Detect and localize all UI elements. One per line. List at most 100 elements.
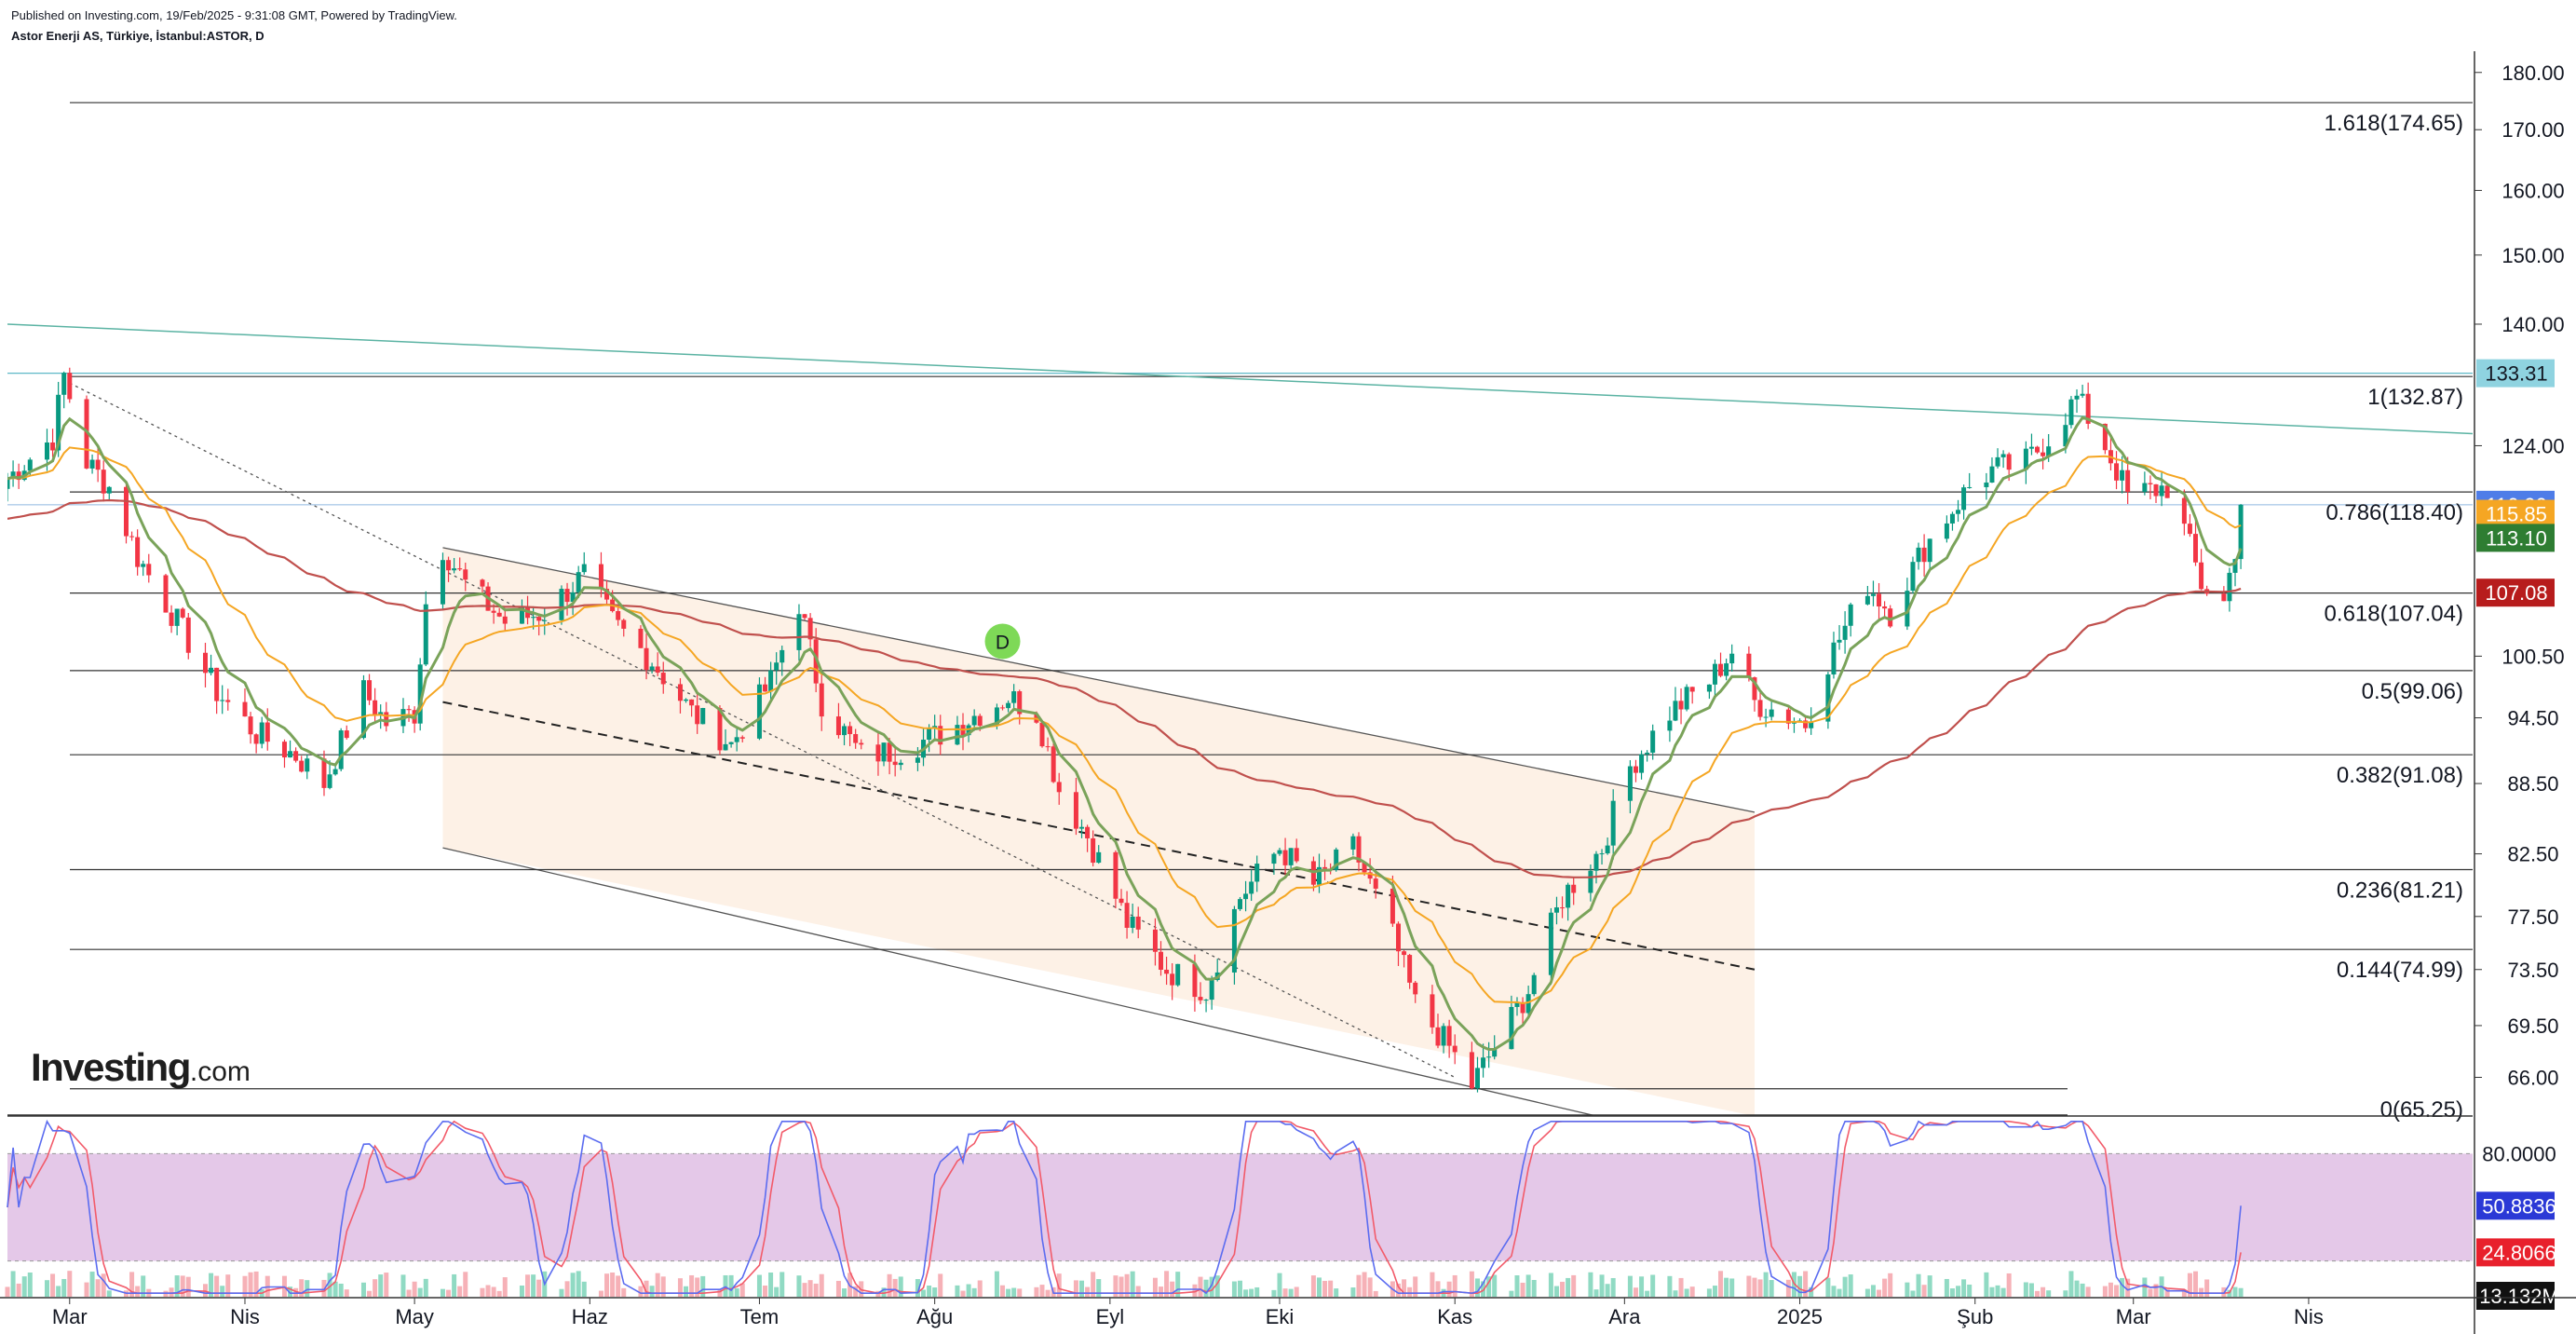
volume-bar bbox=[1509, 1290, 1514, 1297]
stoch-axis-label: 50.8836 bbox=[2482, 1194, 2556, 1218]
volume-bar bbox=[576, 1271, 581, 1297]
candle-body bbox=[655, 666, 660, 674]
volume-bar bbox=[2125, 1278, 2131, 1297]
volume-bar bbox=[332, 1281, 338, 1297]
candle-body bbox=[1350, 836, 1356, 850]
volume-bar bbox=[938, 1273, 943, 1297]
volume-bar bbox=[1288, 1288, 1294, 1297]
ema-slow-line bbox=[7, 498, 2242, 878]
candle-body bbox=[129, 536, 135, 538]
candle-body bbox=[1446, 1026, 1452, 1046]
candle-body bbox=[559, 589, 564, 620]
volume-bar bbox=[1984, 1272, 1989, 1297]
volume-bar bbox=[1837, 1288, 1842, 1297]
volume-bar bbox=[621, 1287, 627, 1297]
published-note: Published on Investing.com, 19/Feb/2025 … bbox=[11, 8, 457, 22]
candle-body bbox=[1848, 604, 1853, 626]
volume-bar bbox=[638, 1286, 644, 1297]
candle-body bbox=[440, 560, 445, 605]
volume-bar bbox=[174, 1275, 180, 1297]
volume-bar bbox=[248, 1272, 253, 1297]
candle-body bbox=[1402, 951, 1407, 956]
volume-bar bbox=[2006, 1273, 2012, 1297]
volume-bar bbox=[881, 1287, 887, 1297]
volume-bar bbox=[61, 1278, 67, 1297]
candle-body bbox=[1000, 707, 1006, 709]
candle-body bbox=[1803, 720, 1809, 728]
candle-body bbox=[2159, 485, 2164, 497]
volume-bar bbox=[1413, 1276, 1418, 1297]
candle-body bbox=[2040, 452, 2046, 456]
volume-bar bbox=[2040, 1286, 2046, 1297]
volume-bar bbox=[1407, 1286, 1413, 1297]
volume-bar bbox=[1548, 1273, 1553, 1297]
volume-bar bbox=[1294, 1286, 1299, 1297]
candle-body bbox=[660, 673, 666, 685]
candle-body bbox=[288, 751, 293, 758]
volume-bar bbox=[2108, 1282, 2113, 1297]
volume-bar bbox=[169, 1287, 174, 1297]
candle-body bbox=[1124, 903, 1130, 928]
candle-body bbox=[27, 459, 33, 471]
volume-bar bbox=[1553, 1286, 1559, 1297]
y-tick-label: 170.00 bbox=[2501, 118, 2564, 142]
volume-bar bbox=[774, 1286, 780, 1297]
candle-body bbox=[763, 684, 768, 692]
volume-bar bbox=[994, 1271, 999, 1297]
volume-bar bbox=[1271, 1289, 1277, 1297]
candle-body bbox=[2164, 485, 2170, 498]
volume-bar bbox=[1678, 1277, 1684, 1297]
candle-body bbox=[1746, 653, 1752, 678]
price-badge bbox=[2476, 579, 2555, 607]
volume-bar bbox=[1610, 1277, 1616, 1297]
volume-bar bbox=[1921, 1285, 1927, 1297]
volume-bar bbox=[1249, 1288, 1254, 1297]
candle-body bbox=[248, 716, 253, 735]
y-tick-label: 73.50 bbox=[2507, 959, 2558, 982]
candle-body bbox=[1113, 851, 1119, 899]
candle-body bbox=[446, 560, 452, 571]
candle-body bbox=[1882, 606, 1888, 609]
channel-lower-line bbox=[442, 847, 1597, 1116]
volume-bar bbox=[1882, 1278, 1888, 1297]
volume-bar bbox=[1056, 1273, 1062, 1297]
candle-body bbox=[1395, 923, 1401, 952]
volume-bar bbox=[684, 1286, 689, 1297]
volume-bar bbox=[960, 1290, 966, 1297]
volume-bar bbox=[1650, 1274, 1656, 1297]
volume-bar bbox=[129, 1272, 135, 1297]
candle-body bbox=[756, 684, 762, 739]
candle-body bbox=[1159, 951, 1164, 970]
candle-body bbox=[457, 568, 463, 570]
volume-bar bbox=[717, 1288, 723, 1297]
volume-bar bbox=[202, 1284, 208, 1297]
candle-body bbox=[1435, 1027, 1441, 1046]
candle-body bbox=[875, 744, 881, 762]
volume-bar bbox=[780, 1272, 785, 1297]
candle-body bbox=[1949, 513, 1955, 524]
candle-body bbox=[915, 757, 920, 763]
volume-bar bbox=[819, 1273, 824, 1297]
candle-body bbox=[796, 614, 802, 650]
candle-body bbox=[56, 394, 61, 451]
candle-body bbox=[1639, 754, 1645, 773]
candle-body bbox=[1571, 884, 1577, 893]
candle-body bbox=[1831, 642, 1837, 675]
volume-bar bbox=[1627, 1275, 1633, 1297]
candle-body bbox=[305, 758, 310, 772]
volume-bar bbox=[1000, 1285, 1006, 1297]
volume-bar bbox=[813, 1283, 819, 1297]
candle-body bbox=[1390, 888, 1395, 924]
volume-bar bbox=[1566, 1277, 1571, 1297]
volume-bar bbox=[27, 1273, 33, 1297]
volume-bar bbox=[2028, 1283, 2034, 1297]
volume-bar bbox=[1402, 1279, 1407, 1297]
candle-body bbox=[123, 486, 129, 537]
candle-body bbox=[1119, 898, 1124, 904]
candle-body bbox=[616, 611, 621, 620]
x-tick-label: Ağu bbox=[916, 1305, 953, 1328]
volume-bar bbox=[2204, 1279, 2210, 1297]
candle-body bbox=[1282, 850, 1288, 865]
price-pane bbox=[7, 102, 2473, 1116]
